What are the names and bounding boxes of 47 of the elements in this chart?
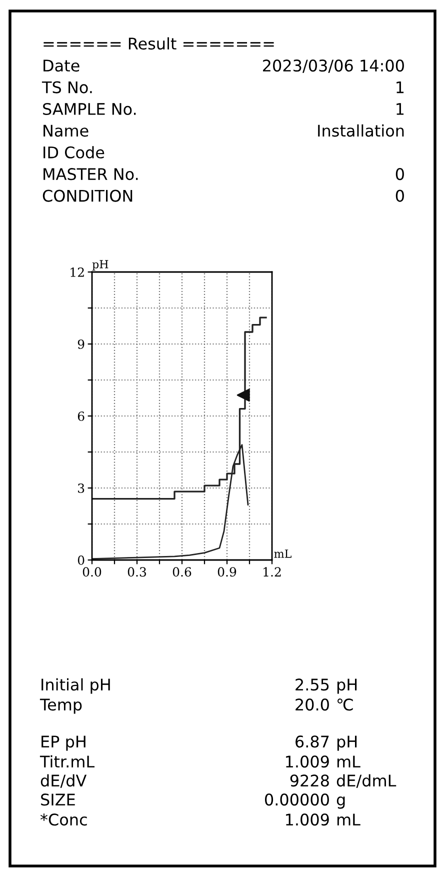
- text: mL: [337, 756, 360, 768]
- y-tick-label: 9: [78, 339, 84, 349]
- text: MASTER No.: [44, 168, 138, 180]
- text: 1.009: [286, 756, 329, 768]
- y-tick-label: 3: [78, 483, 84, 493]
- text: 2.55: [296, 678, 329, 691]
- y-tick-label: 0: [78, 555, 84, 565]
- text: Installation: [318, 124, 404, 137]
- text: mL: [337, 814, 360, 826]
- y-tick-label: 12: [70, 267, 84, 277]
- text: 6.87: [296, 736, 329, 748]
- x-axis-title: mL: [274, 550, 292, 558]
- x-tick-label: 0.9: [218, 567, 236, 577]
- text: SAMPLE No.: [43, 102, 136, 116]
- text: ℃: [338, 698, 353, 711]
- text: dE/dV: [40, 774, 87, 788]
- text: *Conc: [40, 814, 87, 826]
- y-tick-label: 6: [78, 411, 84, 421]
- text: Name: [44, 124, 88, 137]
- text: pH: [337, 736, 357, 751]
- text: Date: [44, 60, 80, 72]
- text: 1.009: [286, 814, 329, 826]
- x-tick-label: 0.0: [82, 567, 102, 577]
- text: ID Code: [44, 146, 104, 158]
- y-axis-title: pH: [92, 260, 108, 271]
- text: g: [336, 796, 345, 809]
- text: TS No.: [42, 81, 92, 94]
- text: 20.0: [296, 698, 329, 711]
- x-tick-label: 1.2: [264, 567, 281, 577]
- text: Temp: [40, 698, 82, 714]
- text: 1: [396, 103, 404, 115]
- text: 1: [396, 81, 404, 94]
- text: SIZE: [41, 794, 75, 806]
- text: 0: [396, 168, 404, 180]
- chart-title: ====== Result =======: [44, 37, 274, 50]
- x-tick-label: 0.6: [172, 567, 192, 577]
- text: 0: [396, 190, 404, 202]
- x-tick-label: 0.3: [128, 567, 146, 577]
- text: Titr.mL: [40, 755, 95, 768]
- text: pH: [337, 678, 357, 694]
- text: CONDITION: [42, 190, 132, 202]
- text: EP pH: [42, 736, 86, 751]
- text: Initial pH: [42, 678, 110, 694]
- text: 9228: [290, 774, 329, 787]
- text: dE/dmL: [336, 774, 396, 788]
- text: 2023/03/06 14:00: [263, 60, 404, 73]
- text: 0.00000: [265, 794, 329, 806]
